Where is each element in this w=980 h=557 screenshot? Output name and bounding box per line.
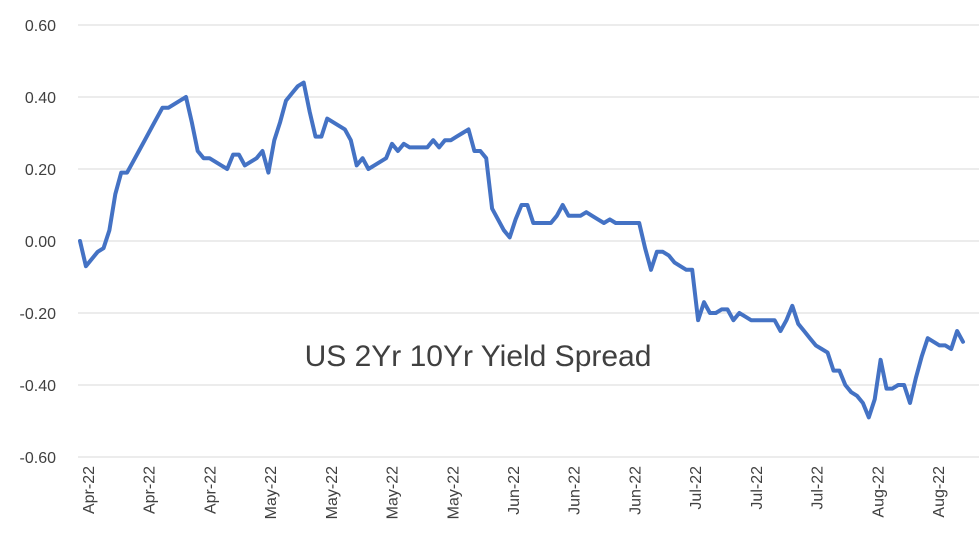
x-tick-label: May-22 [385,466,402,519]
y-tick-label: 0.20 [25,162,56,179]
x-tick-label: May-22 [263,466,280,519]
y-tick-label: 0.40 [25,90,56,107]
x-tick-label: Apr-22 [81,466,98,514]
x-tick-label: Apr-22 [142,466,159,514]
x-tick-label: Jun-22 [627,466,644,515]
x-tick-label: Jun-22 [567,466,584,515]
x-tick-label: Apr-22 [202,466,219,514]
y-tick-label: 0.60 [25,18,56,35]
x-tick-label: May-22 [324,466,341,519]
y-tick-label: -0.60 [20,450,57,467]
y-axis-tick-labels: 0.60 0.40 0.20 0.00 -0.20 -0.40 -0.60 [20,18,57,467]
x-tick-label: May-22 [445,466,462,519]
y-tick-label: -0.20 [20,306,57,323]
series-line [78,80,965,420]
gridlines [78,24,979,458]
x-tick-label: Jul-22 [688,466,705,510]
x-tick-label: Aug-22 [870,466,887,518]
series-layer [78,80,965,420]
x-tick-label: Jul-22 [749,466,766,510]
y-tick-label: -0.40 [20,378,57,395]
x-tick-label: Aug-22 [931,466,948,518]
x-tick-label: Jul-22 [810,466,827,510]
x-tick-label: Jun-22 [506,466,523,515]
chart-annotation: US 2Yr 10Yr Yield Spread [305,340,652,373]
y-tick-label: 0.00 [25,234,56,251]
x-axis-tick-labels: Apr-22 Apr-22 Apr-22 May-22 May-22 May-22 May-… [81,466,948,519]
